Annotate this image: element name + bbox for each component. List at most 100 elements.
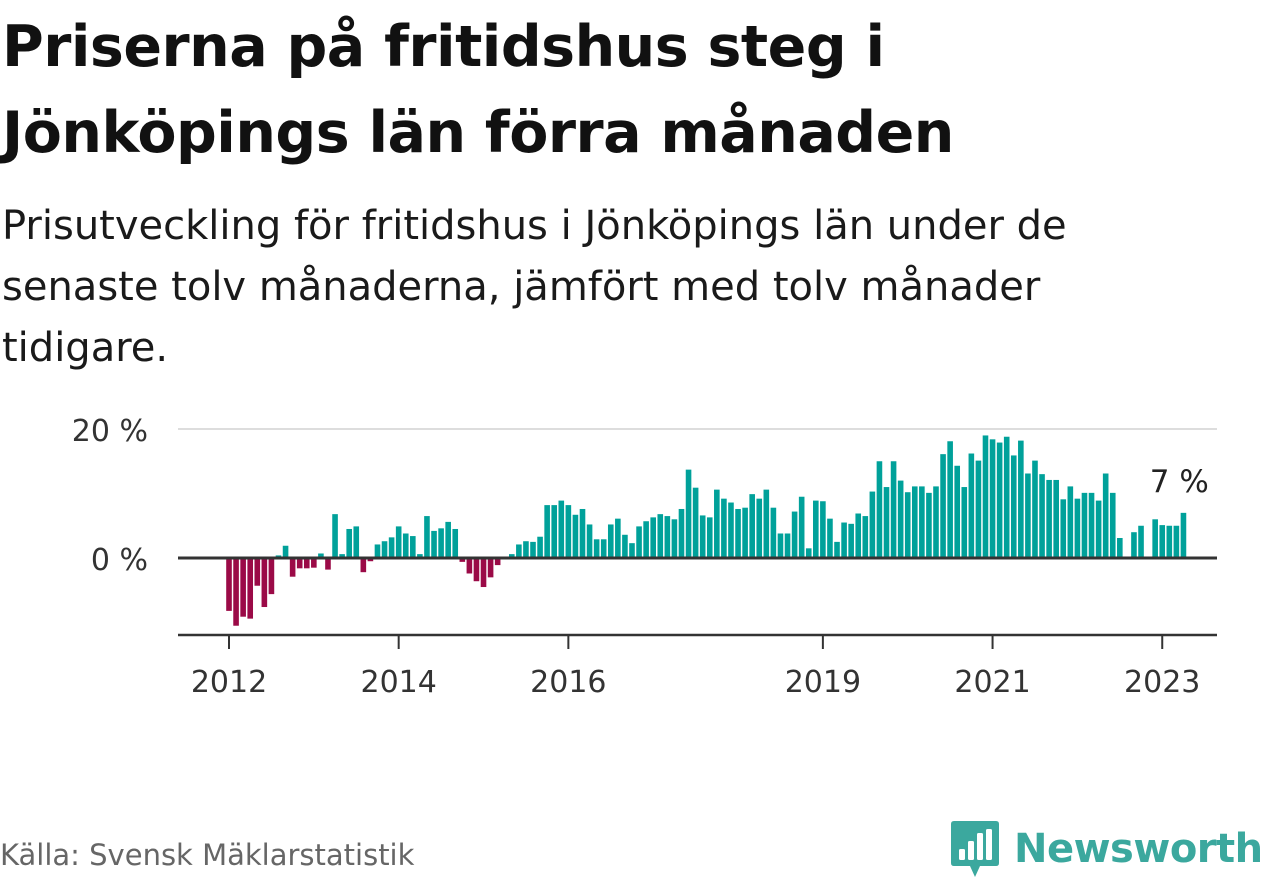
- bar: [1095, 500, 1102, 559]
- bar: [813, 500, 819, 559]
- x-tick-label: 2023: [1124, 665, 1200, 700]
- bar: [671, 519, 678, 558]
- chart-title: Priserna på fritidshus steg i Jönköpings…: [2, 14, 954, 166]
- x-tick-label: 2014: [361, 665, 437, 700]
- bar: [926, 492, 932, 558]
- bar: [424, 516, 430, 559]
- bar: [897, 480, 904, 558]
- bar: [622, 534, 628, 558]
- label-layer: 0 % 20 % 2012 2014 2016 2019 2021 2023 7 %: [72, 414, 1209, 700]
- bar: [452, 528, 459, 559]
- brand-name: Newsworthy: [1014, 826, 1262, 872]
- bar: [261, 558, 268, 608]
- bar: [862, 516, 869, 559]
- bar: [1138, 525, 1144, 558]
- bar: [869, 491, 876, 558]
- bar: [593, 539, 600, 558]
- bar: [325, 558, 331, 570]
- bar: [516, 544, 522, 559]
- bar: [805, 548, 812, 559]
- bar: [664, 516, 671, 559]
- bar: [445, 521, 451, 558]
- bar: [1117, 538, 1123, 558]
- bar: [1109, 492, 1116, 558]
- bar: [480, 558, 487, 588]
- bar: [332, 514, 338, 558]
- x-tick-label: 2021: [954, 665, 1030, 700]
- bar: [381, 541, 388, 558]
- bar: [607, 524, 614, 558]
- bar: [919, 486, 925, 558]
- bar: [395, 526, 402, 558]
- bar: [685, 469, 692, 558]
- bar: [735, 508, 741, 558]
- bar: [226, 558, 232, 611]
- bar: [883, 487, 890, 558]
- brand-logo[interactable]: Newsworthy: [950, 818, 1262, 879]
- bar: [1088, 492, 1095, 558]
- bar: [282, 545, 289, 558]
- bar: [975, 460, 982, 558]
- newsworthy-logo-icon: [951, 821, 999, 877]
- bar: [1074, 498, 1081, 558]
- bar: [784, 533, 791, 558]
- bar: [1018, 440, 1024, 558]
- bar: [820, 501, 826, 558]
- bar: [834, 541, 840, 559]
- bar: [410, 536, 416, 558]
- bar: [756, 498, 763, 558]
- bar: [714, 489, 720, 558]
- bar: [494, 558, 501, 566]
- bar: [615, 518, 621, 558]
- bar: [1081, 492, 1088, 558]
- bar: [1173, 525, 1180, 558]
- bar: [996, 442, 1003, 558]
- y-tick-label: 0 %: [91, 543, 148, 578]
- bar: [537, 536, 543, 559]
- bar: [473, 558, 480, 582]
- bar: [523, 541, 529, 558]
- bar: [579, 508, 586, 558]
- bar: [530, 541, 536, 559]
- bar: [876, 461, 883, 558]
- bar: [586, 524, 593, 558]
- bar: [600, 539, 607, 558]
- bar: [296, 558, 303, 569]
- bar: [989, 439, 996, 558]
- bar: [650, 517, 656, 558]
- bar: [247, 558, 254, 619]
- bar: [1102, 473, 1109, 558]
- bar: [367, 558, 374, 562]
- bar: [933, 486, 939, 558]
- bar: [311, 558, 317, 568]
- bar: [544, 505, 550, 558]
- bar: [968, 453, 975, 558]
- bar: [1025, 473, 1031, 558]
- bar: [565, 505, 572, 558]
- bar: [360, 558, 367, 573]
- x-tick-label: 2016: [530, 665, 606, 700]
- bar: [657, 514, 664, 558]
- bar: [1159, 525, 1166, 558]
- bar: [487, 558, 494, 578]
- y-tick-label: 20 %: [72, 414, 148, 449]
- bar: [791, 511, 798, 558]
- chart-subtitle: Prisutveckling för fritidshus i Jönköpin…: [2, 203, 1067, 371]
- bar: [763, 489, 770, 558]
- bar: [706, 517, 713, 558]
- bar: [303, 558, 310, 569]
- bar: [678, 508, 685, 558]
- bar: [466, 558, 473, 574]
- bar: [1003, 436, 1010, 558]
- x-tick-label: 2012: [191, 665, 267, 700]
- bar: [346, 528, 352, 559]
- bar: [904, 492, 911, 558]
- bar: [692, 487, 699, 558]
- bar: [374, 544, 381, 559]
- bar: [459, 558, 466, 562]
- bar: [339, 554, 345, 558]
- bar: [438, 528, 444, 558]
- bar: [318, 553, 324, 558]
- bar: [558, 500, 565, 559]
- bar: [1046, 479, 1052, 558]
